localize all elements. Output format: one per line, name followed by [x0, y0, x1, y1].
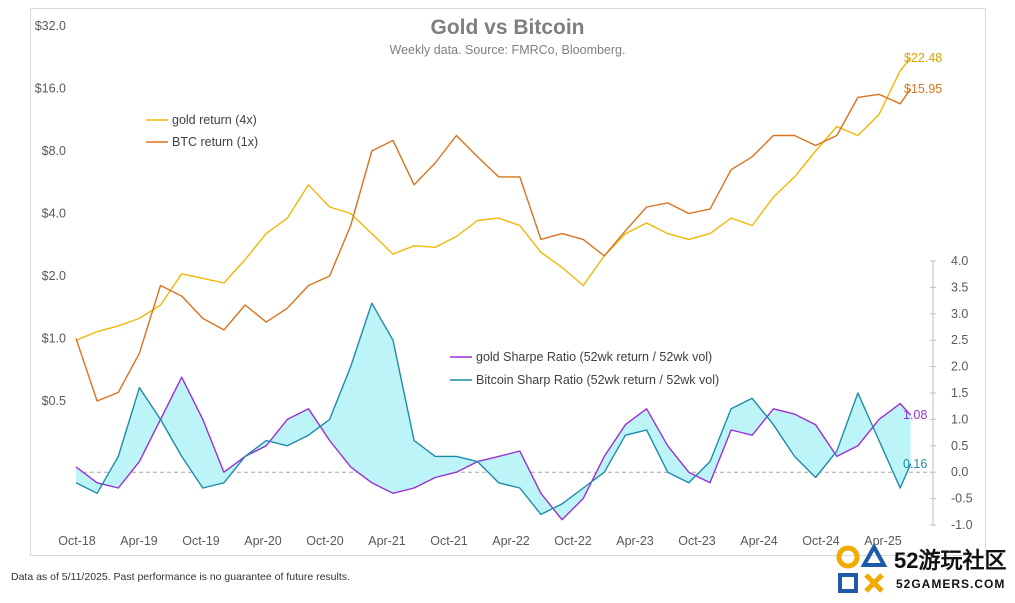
right-axis-tick-label: 2.5 — [951, 333, 968, 347]
watermark-text: 52游玩社区 — [894, 548, 1007, 573]
x-axis-tick-label: Oct-24 — [802, 534, 840, 548]
right-axis-tick-label: 0.5 — [951, 439, 968, 453]
left-axis-tick-label: $32.0 — [35, 19, 66, 33]
fill-layer — [76, 303, 911, 520]
x-axis-tick-label: Apr-20 — [244, 534, 282, 548]
gold-sharpe-line — [75, 376, 912, 521]
right-axis-tick-label: 1.0 — [951, 412, 968, 426]
right-axis-tick-label: -1.0 — [951, 518, 973, 532]
chart-title: Gold vs Bitcoin — [430, 16, 585, 39]
x-axis-tick-label: Apr-21 — [368, 534, 406, 548]
watermark-domain: 52GAMERS.COM — [896, 577, 1006, 591]
right-axis-tick-label: 2.0 — [951, 360, 968, 374]
right-axis-tick-label: 3.5 — [951, 280, 968, 294]
x-axis-tick-label: Oct-22 — [554, 534, 592, 548]
line-layer: $22.48 $15.95 1.08 0.16 — [75, 51, 942, 521]
legend-gold-sharpe-label: gold Sharpe Ratio (52wk return / 52wk vo… — [476, 350, 712, 364]
gold-sharpe-end-label: 1.08 — [903, 408, 927, 422]
btc-return-end-label: $15.95 — [904, 82, 942, 96]
left-axis-tick-label: $16.0 — [35, 82, 66, 96]
btc-sharpe-end-label: 0.16 — [903, 457, 927, 471]
chart-subtitle: Weekly data. Source: FMRCo, Bloomberg. — [389, 43, 626, 57]
right-axis-tick-label: 3.0 — [951, 307, 968, 321]
x-axis-tick-label: Oct-23 — [678, 534, 716, 548]
left-axis-tick-label: $2.0 — [42, 269, 66, 283]
left-axis-tick-label: $0.5 — [42, 394, 66, 408]
x-axis-tick-label: Apr-24 — [740, 534, 778, 548]
right-axis-tick-label: 1.5 — [951, 386, 968, 400]
right-axis-tick-label: 4.0 — [951, 254, 968, 268]
watermark-icon — [836, 542, 888, 593]
footnote: Data as of 5/11/2025. Past performance i… — [11, 571, 350, 583]
x-axis-tick-label: Oct-18 — [58, 534, 96, 548]
x-axis-tick-label: Oct-20 — [306, 534, 344, 548]
x-axis-tick-label: Apr-19 — [120, 534, 158, 548]
gold-return-line — [75, 57, 912, 341]
right-axis-tick-label: -0.5 — [951, 492, 973, 506]
legend-layer: gold return (4x) BTC return (1x) gold Shar… — [146, 113, 719, 387]
left-axis-tick-label: $4.0 — [42, 207, 66, 221]
sharpe-fill-area — [76, 303, 911, 520]
legend-gold-return-label: gold return (4x) — [172, 113, 257, 127]
x-axis-tick-label: Oct-21 — [430, 534, 468, 548]
btc-return-line — [75, 88, 912, 402]
gold-return-end-label: $22.48 — [904, 51, 942, 65]
x-axis-tick-label: Oct-19 — [182, 534, 220, 548]
left-axis-tick-label: $1.0 — [42, 332, 66, 346]
right-axis-tick-label: 0.0 — [951, 465, 968, 479]
left-axis-tick-label: $8.0 — [42, 144, 66, 158]
x-axis-tick-label: Apr-22 — [492, 534, 530, 548]
x-axis-tick-label: Apr-23 — [616, 534, 654, 548]
btc-sharpe-line — [75, 302, 912, 516]
legend-btc-return-label: BTC return (1x) — [172, 135, 258, 149]
watermark-logo: 52游玩社区 52GAMERS.COM — [834, 541, 1014, 601]
legend-btc-sharpe-label: Bitcoin Sharp Ratio (52wk return / 52wk … — [476, 373, 719, 387]
axis-layer: $0.5 $1.0 $2.0 $4.0 $8.0 $16.0 $32.0 -1.0 -0.5 0.… — [35, 19, 973, 548]
